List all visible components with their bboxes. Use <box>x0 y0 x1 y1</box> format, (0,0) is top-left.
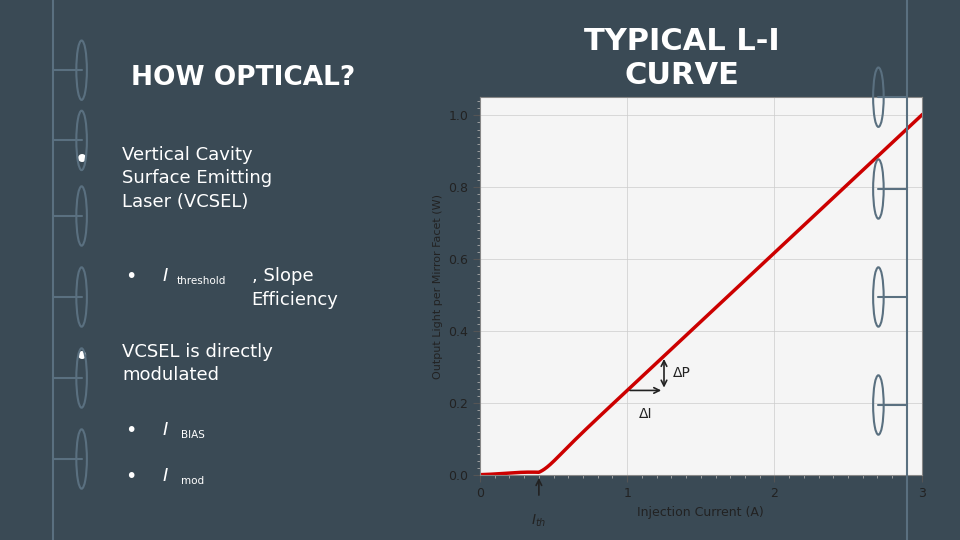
Text: •: • <box>74 343 90 371</box>
Text: VCSEL is directly
modulated: VCSEL is directly modulated <box>123 343 274 384</box>
Y-axis label: Output Light per Mirror Facet (W): Output Light per Mirror Facet (W) <box>433 194 443 379</box>
Text: TYPICAL L-I
CURVE: TYPICAL L-I CURVE <box>584 27 780 90</box>
Text: •: • <box>125 267 136 286</box>
Text: •: • <box>125 467 136 486</box>
Text: ΔP: ΔP <box>673 366 690 380</box>
Text: , Slope
Efficiency: , Slope Efficiency <box>252 267 338 309</box>
Text: I: I <box>163 467 168 485</box>
Text: mod: mod <box>180 476 204 487</box>
Text: •: • <box>74 146 90 174</box>
Text: ΔI: ΔI <box>638 407 653 421</box>
Text: I: I <box>163 267 168 285</box>
Text: BIAS: BIAS <box>180 430 204 441</box>
Text: threshold: threshold <box>177 276 227 287</box>
X-axis label: Injection Current (A): Injection Current (A) <box>637 505 764 518</box>
Text: •: • <box>125 421 136 440</box>
Text: I: I <box>163 421 168 439</box>
Text: $I_{th}$: $I_{th}$ <box>531 513 546 529</box>
Text: HOW OPTICAL?: HOW OPTICAL? <box>131 65 355 91</box>
Text: Vertical Cavity
Surface Emitting
Laser (VCSEL): Vertical Cavity Surface Emitting Laser (… <box>123 146 273 211</box>
